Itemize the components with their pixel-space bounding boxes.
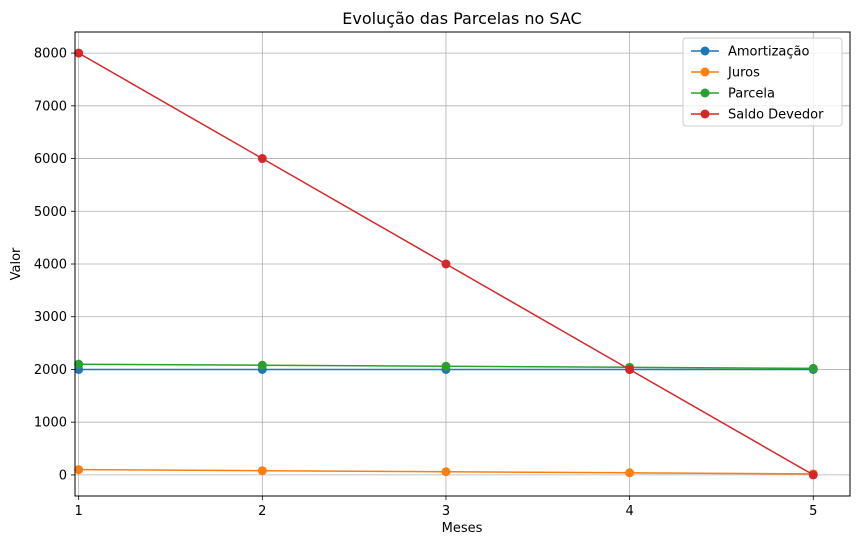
legend-label: Parcela	[728, 87, 775, 102]
series-layer	[74, 48, 818, 480]
legend-item: Juros	[691, 66, 760, 81]
legend-marker	[700, 88, 710, 98]
y-tick-label: 5000	[34, 205, 67, 220]
legend-label: Amortização	[728, 45, 809, 60]
chart-title: Evolução das Parcelas no SAC	[342, 9, 581, 28]
legend-box	[682, 37, 843, 127]
legend-item: Parcela	[691, 87, 775, 102]
data-point	[441, 467, 451, 477]
y-tick-label: 4000	[34, 258, 67, 273]
y-axis-label: Valor	[9, 247, 24, 280]
x-tick-label: 4	[625, 504, 633, 519]
data-point	[257, 466, 267, 476]
data-point	[74, 359, 84, 369]
data-point	[625, 364, 635, 374]
x-tick-label: 3	[442, 504, 450, 519]
x-tick-label: 2	[258, 504, 266, 519]
series-1	[74, 465, 818, 479]
x-axis-label: Meses	[442, 521, 483, 536]
data-point	[808, 470, 818, 480]
data-point	[441, 361, 451, 371]
y-tick-label: 3000	[34, 310, 67, 325]
y-tick-label: 1000	[34, 416, 67, 431]
x-tick-label: 1	[75, 504, 83, 519]
y-tick-label: 2000	[34, 363, 67, 378]
data-point	[808, 363, 818, 373]
series-3	[74, 48, 818, 480]
legend-marker	[700, 67, 710, 77]
x-axis: 1 2 3 4 5	[75, 496, 817, 519]
data-point	[74, 48, 84, 58]
y-tick-label: 6000	[34, 152, 67, 167]
data-point	[257, 154, 267, 164]
data-point	[441, 259, 451, 269]
legend: Amortização Juros Parcela Saldo Devedor	[682, 37, 843, 127]
legend-label: Saldo Devedor	[728, 108, 824, 123]
data-point	[257, 360, 267, 370]
legend-marker	[700, 109, 710, 119]
legend-item: Amortização	[691, 45, 809, 60]
y-tick-label: 0	[59, 468, 67, 483]
series-2	[74, 359, 818, 373]
y-tick-label: 8000	[34, 47, 67, 62]
x-tick-label: 5	[809, 504, 817, 519]
data-point	[625, 468, 635, 478]
legend-label: Juros	[727, 66, 760, 81]
legend-marker	[700, 46, 710, 56]
y-tick-label: 7000	[34, 99, 67, 114]
data-point	[74, 465, 84, 475]
y-axis: 0 1000 2000 3000 4000 5000 6000 7000 8000	[34, 47, 75, 483]
legend-item: Saldo Devedor	[691, 108, 824, 123]
